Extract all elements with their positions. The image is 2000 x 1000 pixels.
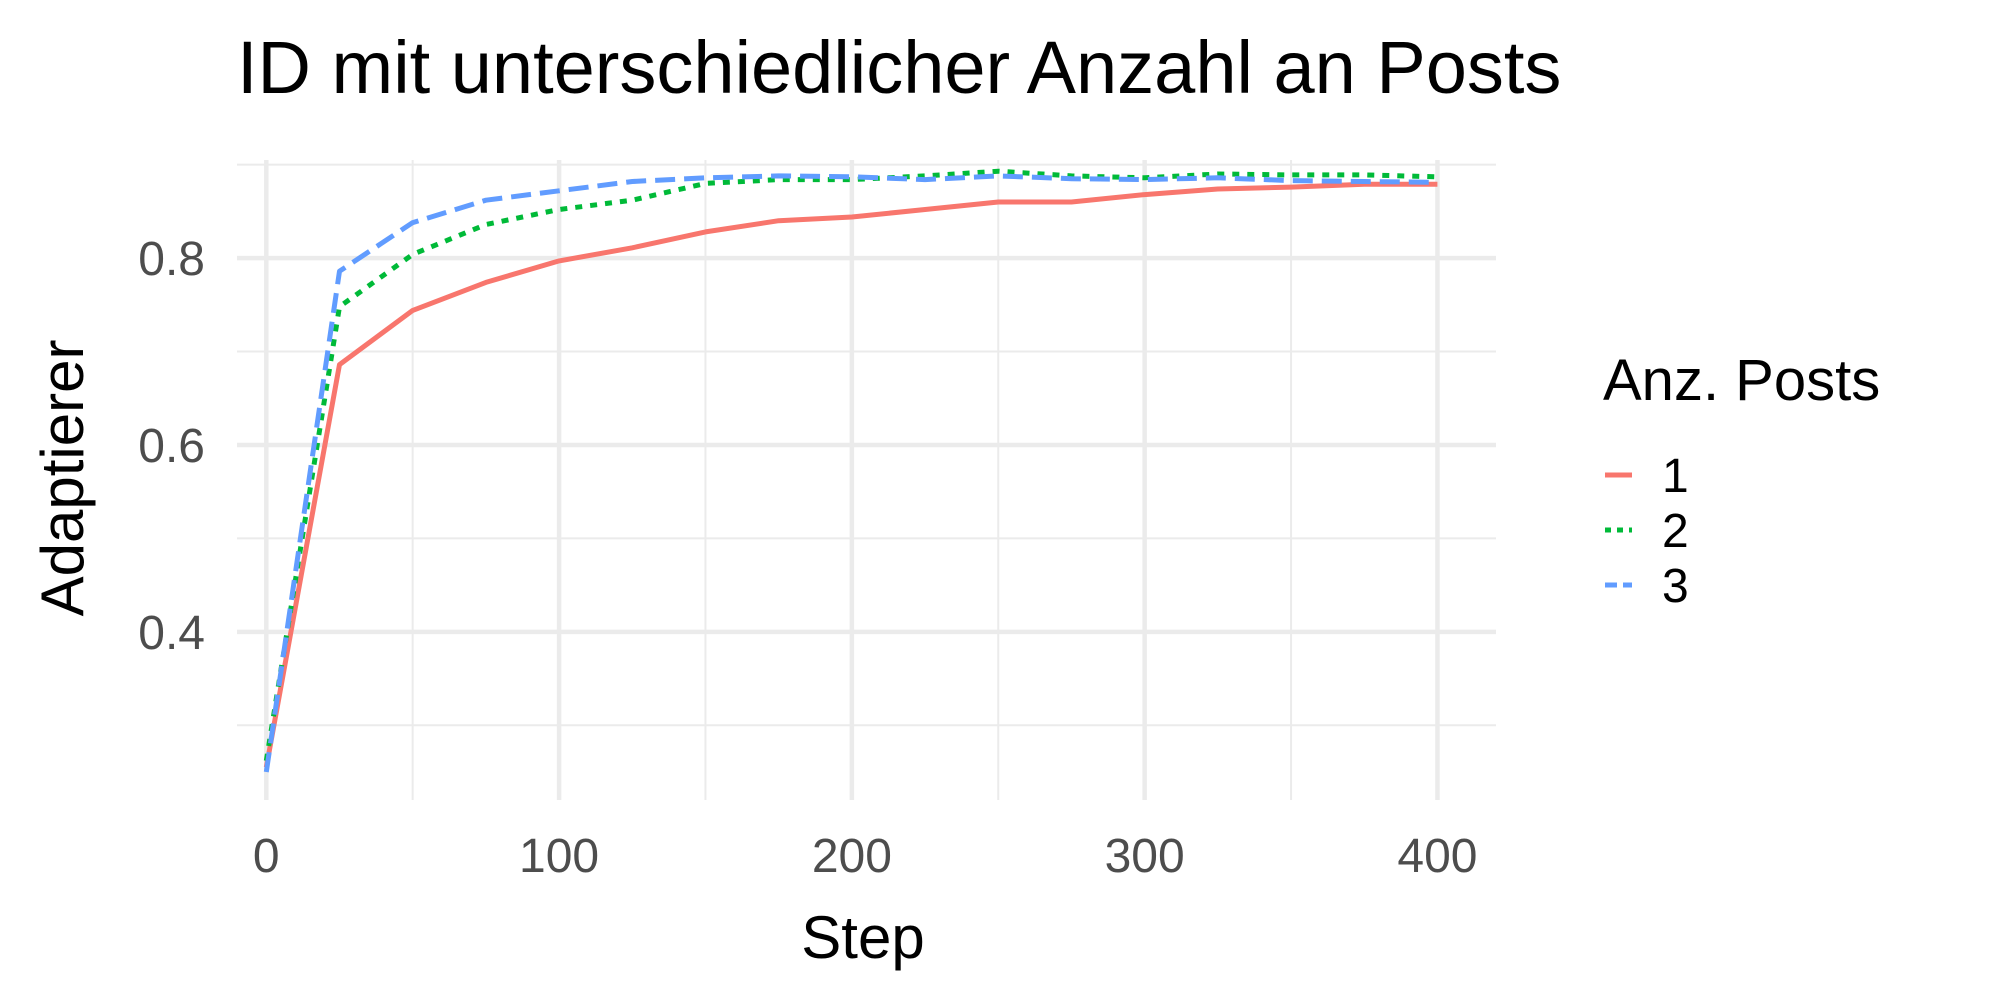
x-axis-tick-labels: 0 100 200 300 400 xyxy=(253,830,1478,883)
legend-title: Anz. Posts xyxy=(1603,348,1880,413)
legend-label-3: 3 xyxy=(1662,560,1689,613)
x-tick-label: 400 xyxy=(1397,830,1477,883)
legend: 123 xyxy=(1605,450,1689,613)
legend-label-1: 1 xyxy=(1662,450,1689,503)
minor-gridlines xyxy=(237,160,1496,800)
x-tick-label: 0 xyxy=(253,830,280,883)
y-axis-label: Adaptierer xyxy=(29,340,96,617)
series-line-3 xyxy=(263,173,1438,773)
series-line-1 xyxy=(263,181,1438,768)
x-axis-label: Step xyxy=(801,904,924,971)
y-tick-label: 0.4 xyxy=(138,607,205,660)
x-tick-label: 100 xyxy=(519,830,599,883)
series-lines xyxy=(263,168,1438,773)
series-line-2 xyxy=(263,168,1438,762)
major-gridlines xyxy=(237,160,1496,800)
legend-label-2: 2 xyxy=(1662,505,1689,558)
y-tick-label: 0.8 xyxy=(138,233,205,286)
y-tick-label: 0.6 xyxy=(138,420,205,473)
chart-title: ID mit unterschiedlicher Anzahl an Posts xyxy=(237,26,1561,109)
y-axis-tick-labels: 0.4 0.6 0.8 xyxy=(138,233,205,660)
x-tick-label: 300 xyxy=(1105,830,1185,883)
x-tick-label: 200 xyxy=(812,830,892,883)
